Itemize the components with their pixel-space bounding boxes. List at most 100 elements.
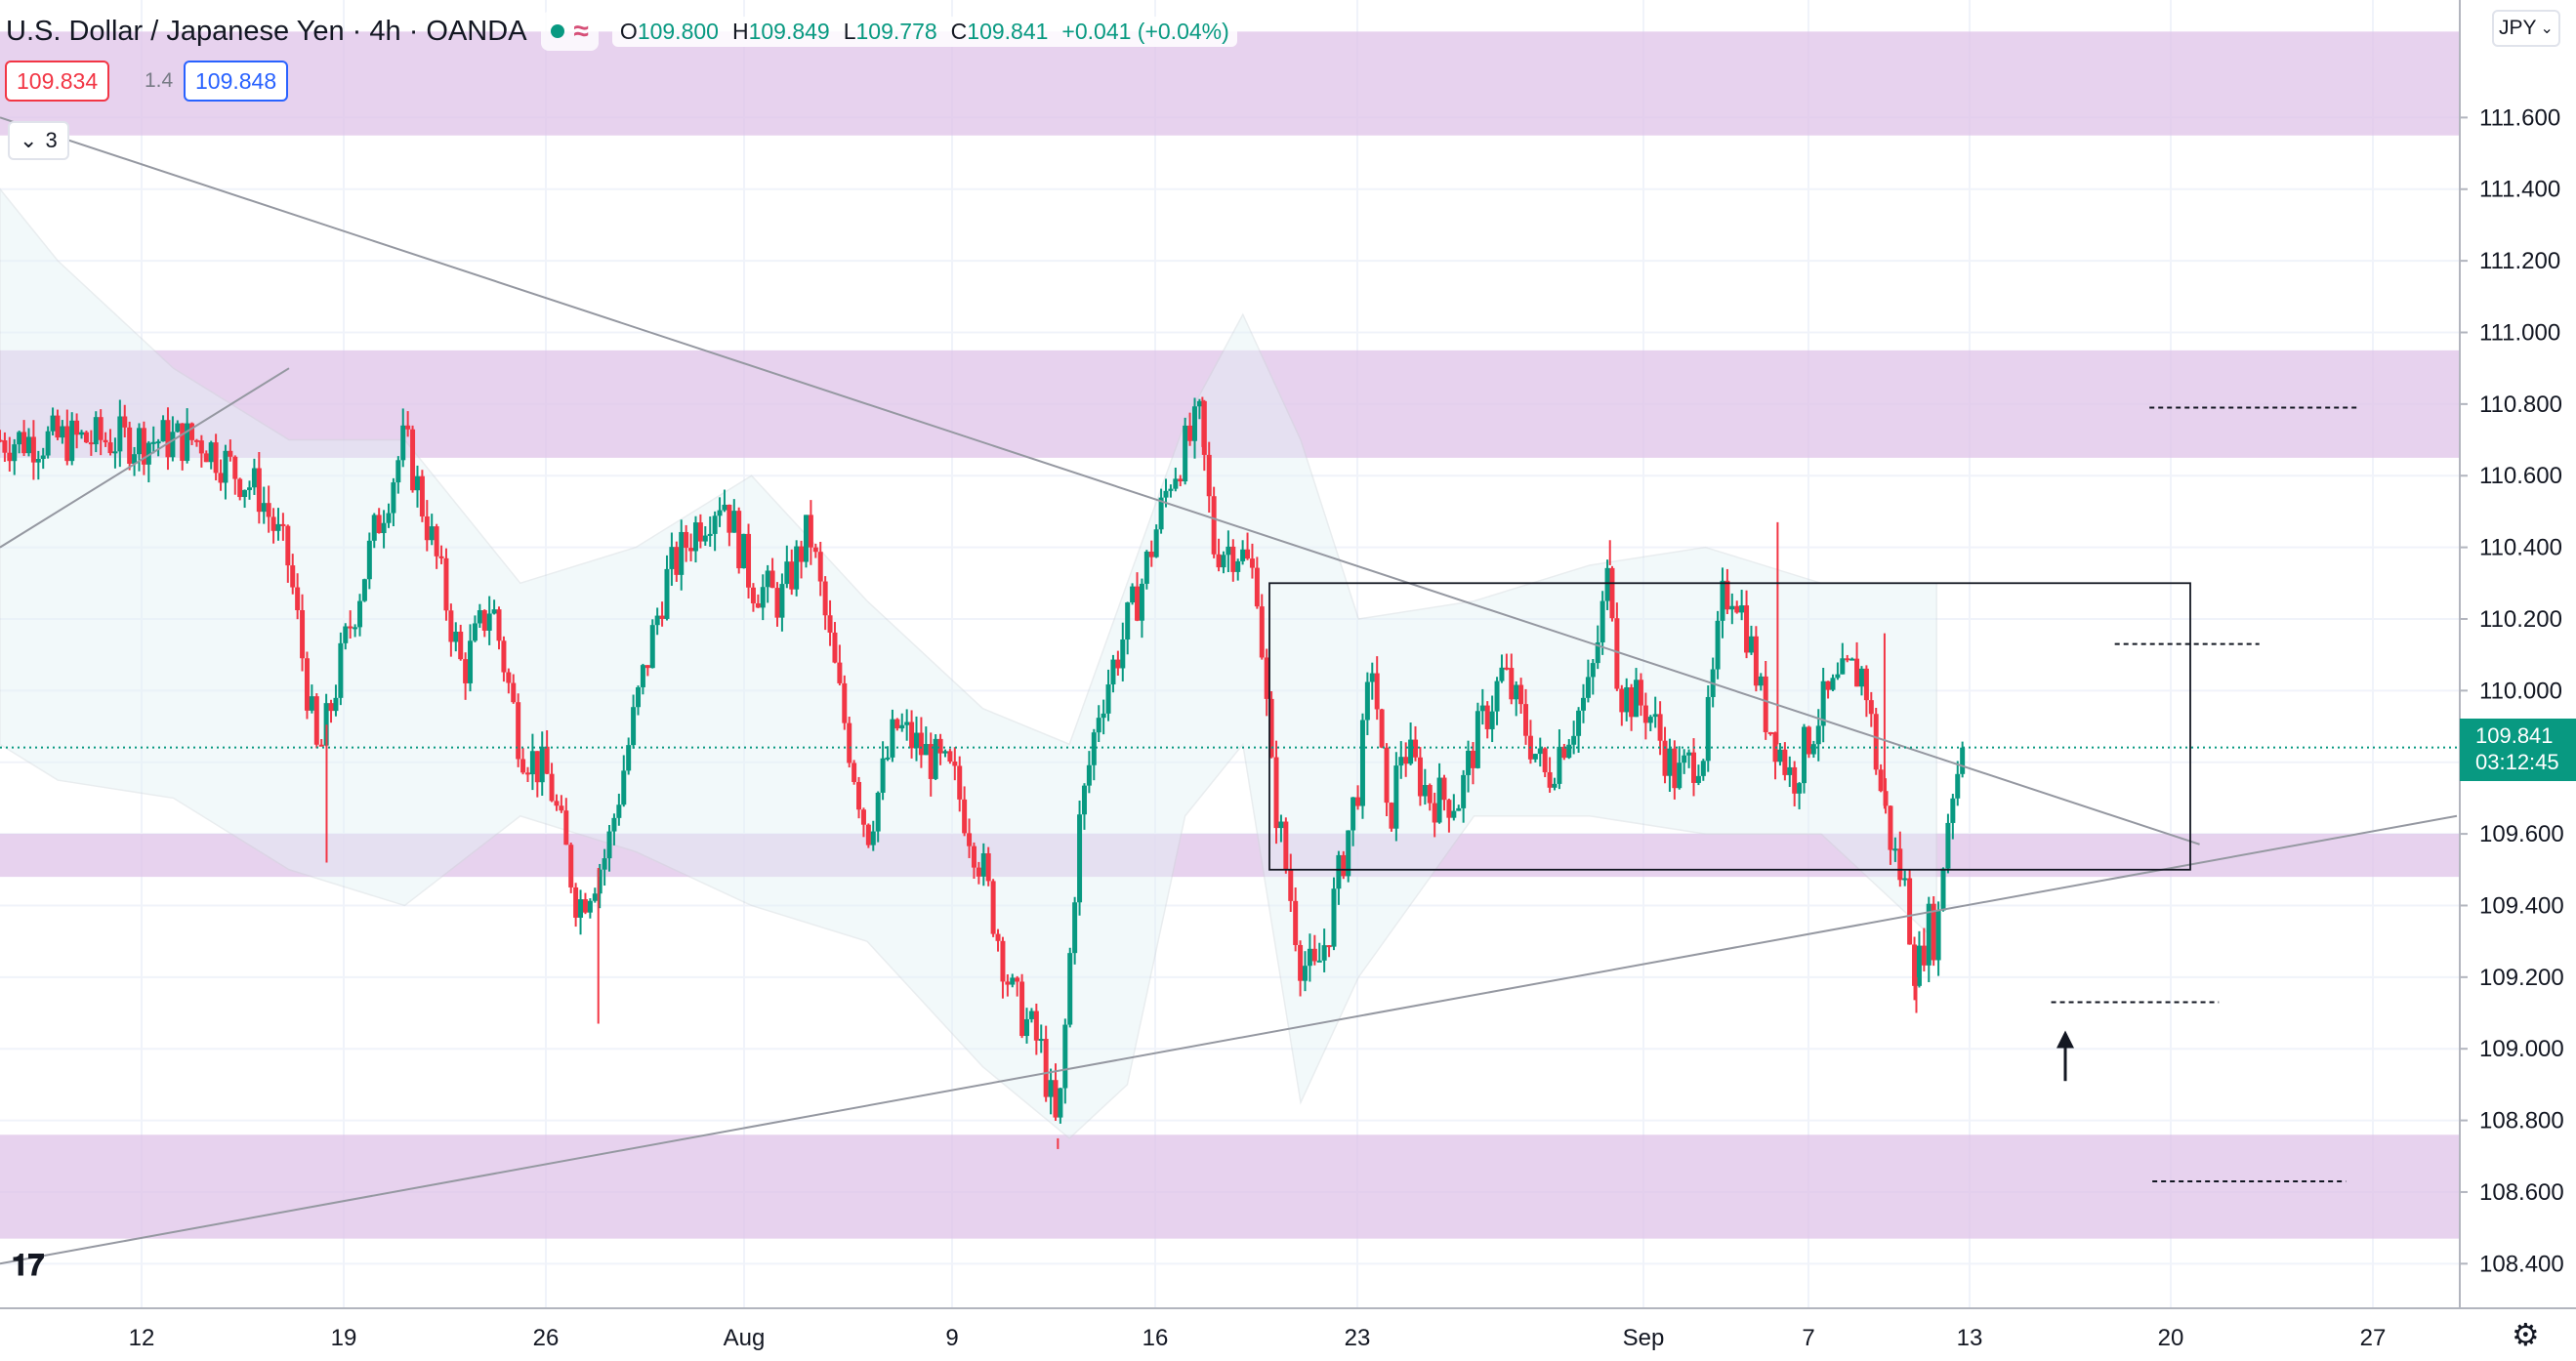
- candle-body: [1413, 739, 1419, 758]
- tradingview-logo-icon[interactable]: 𝟏𝟕: [12, 1250, 45, 1282]
- indicators-toggle[interactable]: ⌄ 3: [8, 121, 69, 160]
- chevron-down-icon: ⌄: [2540, 21, 2554, 37]
- candle-body: [1201, 400, 1207, 455]
- symbol-title[interactable]: U.S. Dollar / Japanese Yen · 4h · OANDA: [6, 15, 527, 47]
- candle-body: [1240, 549, 1246, 561]
- candle-body: [486, 613, 492, 631]
- candle-body: [865, 824, 871, 845]
- candle-body: [1753, 636, 1759, 686]
- candle-body: [285, 525, 291, 566]
- candle-body: [1840, 658, 1846, 675]
- candle-body: [1024, 1018, 1030, 1037]
- candle-body: [1326, 945, 1332, 948]
- candle-body: [1868, 700, 1874, 715]
- candle-body: [1436, 777, 1442, 823]
- candle-body: [376, 515, 382, 534]
- candle-body: [1677, 763, 1683, 789]
- candle-body: [1705, 696, 1711, 762]
- candle-body: [35, 459, 41, 463]
- candle-body: [1475, 711, 1480, 768]
- candle-body: [1624, 686, 1630, 713]
- settings-gear-icon[interactable]: ⚙: [2512, 1317, 2540, 1352]
- candle-body: [122, 416, 128, 428]
- candle-body: [261, 503, 267, 513]
- candle-body: [1792, 766, 1798, 794]
- candle-body: [1609, 567, 1615, 619]
- candle-body: [1590, 663, 1596, 678]
- candle-body: [1072, 902, 1078, 954]
- candle-body: [1748, 636, 1754, 653]
- candle-body: [295, 587, 301, 610]
- candle-body: [909, 722, 915, 749]
- candle-body: [93, 417, 99, 445]
- candle-body: [870, 831, 876, 845]
- candle-body: [132, 454, 138, 464]
- candle-body: [860, 809, 866, 825]
- candle-body: [193, 439, 199, 442]
- candle-body: [712, 516, 718, 534]
- candle-body: [1086, 764, 1092, 786]
- candle-body: [463, 659, 469, 683]
- currency-label: JPY: [2499, 17, 2537, 39]
- sell-button[interactable]: 109.834: [5, 61, 110, 102]
- x-tick-label: 23: [1345, 1325, 1371, 1351]
- candle-body: [769, 570, 775, 589]
- candle-body: [1081, 785, 1087, 815]
- candle-body: [702, 535, 708, 542]
- candle-body: [1221, 555, 1226, 568]
- candle-body: [736, 511, 742, 569]
- candle-body: [1642, 705, 1648, 723]
- candle-body: [549, 773, 555, 802]
- candle-body: [1249, 558, 1255, 568]
- x-tick-label: 19: [331, 1325, 357, 1351]
- status-indicators: ≈: [540, 12, 599, 51]
- candle-body: [808, 515, 813, 548]
- candle-body: [1153, 529, 1159, 557]
- candle-body: [962, 799, 968, 834]
- candle-body: [0, 439, 3, 442]
- candle-body: [789, 561, 795, 590]
- candle-body: [1945, 822, 1951, 869]
- candle-body: [1456, 807, 1462, 811]
- candle-body: [1288, 869, 1294, 901]
- candle-body: [438, 556, 444, 558]
- x-tick-label: 13: [1957, 1325, 1983, 1351]
- candle-body: [1695, 775, 1701, 783]
- y-tick-label: 108.800: [2479, 1108, 2564, 1134]
- candle-body: [1302, 966, 1308, 981]
- currency-selector[interactable]: JPY ⌄: [2492, 10, 2560, 47]
- candle-body: [1576, 710, 1582, 736]
- y-tick-label: 109.600: [2479, 821, 2564, 847]
- y-tick-label: 111.200: [2479, 248, 2560, 274]
- x-tick-label: 26: [533, 1325, 560, 1351]
- candle-body: [664, 568, 670, 619]
- candle-body: [779, 584, 785, 618]
- candle-body: [1350, 797, 1356, 831]
- candle-body: [971, 845, 976, 868]
- candle-body: [1096, 718, 1101, 733]
- candle-body: [228, 450, 233, 457]
- candle-body: [208, 442, 214, 463]
- candle-body: [242, 489, 248, 498]
- candle-body: [112, 451, 118, 454]
- candle-body: [136, 428, 142, 455]
- y-tick-label: 108.600: [2479, 1179, 2564, 1206]
- candle-body: [328, 703, 334, 712]
- candle-body: [275, 523, 281, 531]
- candle-body: [1235, 560, 1241, 572]
- candle-body: [223, 450, 229, 483]
- candle-body: [573, 887, 579, 918]
- candle-body: [1830, 678, 1836, 690]
- candle-body: [659, 615, 665, 619]
- candle-body: [12, 444, 18, 462]
- candle-body: [1417, 757, 1423, 797]
- candle-body: [1916, 945, 1922, 986]
- candle-body: [391, 482, 396, 514]
- candle-body: [837, 662, 843, 683]
- candle-body: [1662, 740, 1668, 776]
- candle-body: [529, 751, 535, 775]
- buy-button[interactable]: 109.848: [184, 61, 289, 102]
- candle-body: [2, 440, 8, 453]
- candle-body: [1888, 805, 1893, 850]
